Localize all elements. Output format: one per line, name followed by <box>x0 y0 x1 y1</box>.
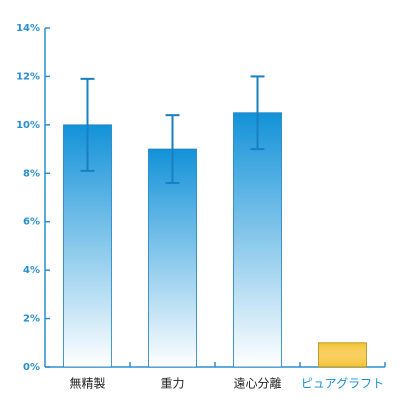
y-tick-label: 2% <box>23 314 40 325</box>
bar <box>318 342 367 368</box>
bar <box>233 112 282 368</box>
y-tick-label: 8% <box>23 168 40 179</box>
x-tick-label: 遠心分離 <box>233 377 281 391</box>
y-tick-label: 4% <box>23 265 40 276</box>
y-tick-label: 12% <box>16 71 40 82</box>
y-tick-label: 14% <box>16 23 40 34</box>
bar <box>148 148 197 368</box>
y-tick-label: 6% <box>23 217 40 228</box>
y-tick-label: 10% <box>16 120 40 131</box>
x-tick-label: 重力 <box>160 377 184 391</box>
y-tick-label: 0% <box>23 362 40 373</box>
x-tick-label: ピュアグラフト <box>301 377 384 391</box>
x-tick-label: 無精製 <box>69 376 105 391</box>
